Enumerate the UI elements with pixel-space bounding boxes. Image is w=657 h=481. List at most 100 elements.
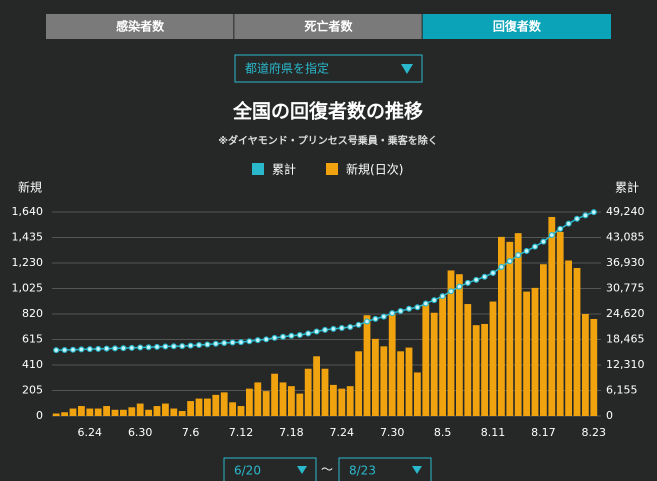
- cumulative-point: [422, 300, 429, 307]
- cumulative-point: [313, 328, 320, 335]
- cumulative-point: [456, 283, 463, 290]
- cumulative-point: [271, 334, 278, 341]
- tab[interactable]: [46, 14, 234, 39]
- cumulative-point: [389, 310, 396, 317]
- cumulative-point: [78, 346, 85, 353]
- bar: [246, 388, 253, 416]
- y2-tick-label: 30,775: [606, 282, 645, 295]
- date-from: 6/20: [234, 464, 261, 478]
- cumulative-point: [540, 238, 547, 245]
- cumulative-point: [288, 332, 295, 339]
- y2-tick-label: 0: [606, 409, 613, 422]
- cumulative-point: [111, 345, 118, 352]
- tab-label: 感染者数: [116, 19, 165, 34]
- cumulative-point: [355, 321, 362, 328]
- bar: [456, 274, 463, 416]
- bar: [548, 216, 556, 416]
- y2-tick-label: 49,240: [606, 205, 645, 218]
- x-tick-label: 6.24: [78, 426, 103, 439]
- bar: [556, 231, 564, 416]
- x-tick-label: 7.12: [229, 426, 254, 439]
- cumulative-point: [523, 247, 530, 254]
- bar: [363, 315, 371, 416]
- date-separator: 〜: [321, 463, 333, 477]
- bar: [498, 236, 505, 416]
- bar: [103, 406, 110, 416]
- bar: [447, 270, 455, 416]
- y-tick-label: 1,025: [12, 282, 44, 295]
- y-tick-label: 1,230: [12, 256, 44, 269]
- cumulative-point: [322, 326, 329, 333]
- cumulative-point: [439, 293, 446, 300]
- bar: [145, 409, 152, 416]
- x-tick-label: 8.11: [481, 426, 506, 439]
- cumulative-point: [179, 343, 186, 350]
- x-tick-label: 7.30: [380, 426, 405, 439]
- y-tick-label: 1,435: [12, 231, 44, 244]
- cumulative-point: [305, 330, 312, 337]
- cumulative-point: [372, 315, 379, 322]
- bar: [52, 413, 60, 416]
- cumulative-point: [498, 263, 505, 270]
- bar: [346, 386, 354, 416]
- cumulative-point: [95, 345, 102, 352]
- cumulative-point: [414, 304, 421, 311]
- bar: [254, 382, 262, 416]
- cumulative-point: [565, 220, 572, 227]
- bar: [288, 386, 295, 416]
- legend-swatch: [252, 163, 264, 175]
- bar: [237, 406, 245, 416]
- y2-tick-label: 43,085: [606, 231, 645, 244]
- cumulative-point: [364, 318, 371, 325]
- cumulative-point: [162, 343, 169, 350]
- date-from-select[interactable]: [223, 457, 317, 481]
- bar: [573, 267, 581, 416]
- cumulative-point: [154, 343, 161, 350]
- bar: [531, 287, 539, 416]
- cumulative-point: [53, 347, 60, 354]
- cumulative-point: [204, 341, 211, 348]
- dropdown-label: 都道府県を指定: [245, 61, 329, 76]
- bar: [582, 314, 589, 416]
- bar: [489, 301, 497, 416]
- cumulative-point: [347, 323, 354, 330]
- bar: [220, 392, 228, 416]
- bar: [162, 403, 169, 416]
- bar: [565, 260, 572, 416]
- y2-tick-label: 24,620: [606, 307, 645, 320]
- bar: [178, 411, 186, 416]
- x-tick-label: 8.23: [582, 426, 607, 439]
- bar: [405, 347, 413, 416]
- bar: [514, 233, 522, 416]
- bar: [136, 403, 144, 416]
- x-tick-label: 7.24: [330, 426, 355, 439]
- tab[interactable]: [422, 14, 611, 39]
- cumulative-point: [338, 324, 345, 331]
- date-to: 8/23: [349, 464, 376, 478]
- cumulative-point: [548, 231, 555, 238]
- bar: [540, 264, 547, 416]
- cumulative-point: [238, 339, 245, 346]
- y-tick-label: 0: [36, 409, 43, 422]
- bar: [422, 304, 430, 416]
- y-tick-label: 205: [22, 384, 43, 397]
- cumulative-point: [187, 342, 194, 349]
- prefecture-dropdown[interactable]: [234, 54, 423, 83]
- dropdown-arrow: [412, 466, 422, 474]
- cumulative-point: [397, 308, 404, 315]
- y-tick-label: 615: [22, 333, 43, 346]
- bar: [590, 318, 598, 416]
- x-tick-label: 8.17: [531, 426, 556, 439]
- y2-tick-label: 12,310: [606, 358, 645, 371]
- cumulative-point: [229, 339, 236, 346]
- bar: [271, 373, 278, 416]
- cumulative-point: [515, 252, 522, 259]
- cumulative-point: [246, 338, 253, 345]
- y-tick-label: 410: [22, 358, 43, 371]
- y-tick-label: 1,640: [12, 205, 44, 218]
- date-to-select[interactable]: [338, 457, 432, 481]
- cumulative-point: [448, 288, 455, 295]
- cumulative-point: [103, 345, 110, 352]
- tab[interactable]: [234, 14, 422, 39]
- cumulative-point: [170, 343, 177, 350]
